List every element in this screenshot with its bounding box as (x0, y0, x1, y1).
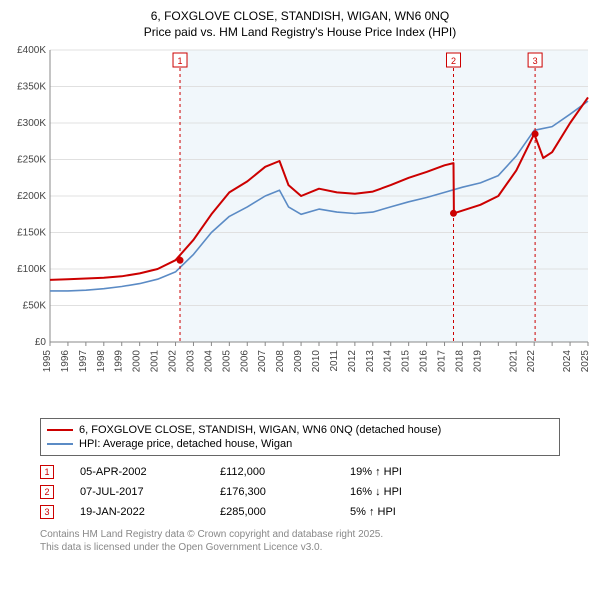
svg-text:2010: 2010 (311, 350, 322, 373)
svg-text:1995: 1995 (42, 350, 53, 373)
svg-text:2004: 2004 (203, 350, 214, 373)
svg-text:2019: 2019 (472, 350, 483, 373)
svg-text:£250K: £250K (17, 155, 46, 166)
sale-marker-badge: 1 (40, 465, 54, 479)
footnote-line: This data is licensed under the Open Gov… (40, 542, 322, 553)
svg-text:2002: 2002 (168, 350, 179, 373)
footnote-line: Contains HM Land Registry data © Crown c… (40, 529, 383, 540)
sale-marker-badge: 3 (40, 505, 54, 519)
svg-text:£50K: £50K (23, 301, 47, 312)
sale-price: £176,300 (220, 486, 350, 498)
svg-text:2007: 2007 (257, 350, 268, 373)
svg-text:2001: 2001 (150, 350, 161, 373)
table-row: 2 07-JUL-2017 £176,300 16% ↓ HPI (40, 482, 590, 502)
sale-price: £285,000 (220, 506, 350, 518)
footnote: Contains HM Land Registry data © Crown c… (40, 528, 590, 554)
table-row: 1 05-APR-2002 £112,000 19% ↑ HPI (40, 462, 590, 482)
svg-text:1: 1 (178, 56, 183, 66)
svg-text:1998: 1998 (96, 350, 107, 373)
chart-container: 6, FOXGLOVE CLOSE, STANDISH, WIGAN, WN6 … (0, 0, 600, 560)
svg-text:2011: 2011 (329, 350, 340, 372)
svg-text:3: 3 (533, 56, 538, 66)
chart-plot: £0 £50K £100K £150K £200K £250K £300K £350K £400… (10, 42, 590, 412)
title-line-2: Price paid vs. HM Land Registry's House … (144, 25, 456, 39)
svg-text:2005: 2005 (221, 350, 232, 373)
sale-date: 05-APR-2002 (80, 466, 220, 478)
chart-title: 6, FOXGLOVE CLOSE, STANDISH, WIGAN, WN6 … (10, 8, 590, 40)
legend-label: 6, FOXGLOVE CLOSE, STANDISH, WIGAN, WN6 … (79, 424, 441, 436)
sale-hpi-diff: 16% ↓ HPI (350, 486, 470, 498)
sale-date: 07-JUL-2017 (80, 486, 220, 498)
svg-text:2017: 2017 (437, 350, 448, 373)
svg-text:£400K: £400K (17, 45, 46, 56)
svg-text:2015: 2015 (401, 350, 412, 373)
svg-text:2025: 2025 (580, 350, 590, 373)
svg-text:1996: 1996 (60, 350, 71, 373)
svg-text:£0: £0 (35, 337, 47, 348)
svg-text:2009: 2009 (293, 350, 304, 373)
svg-text:2024: 2024 (562, 350, 573, 373)
svg-text:£350K: £350K (17, 82, 46, 93)
line-chart-svg: £0 £50K £100K £150K £200K £250K £300K £350K £400… (10, 42, 590, 412)
legend-label: HPI: Average price, detached house, Wiga… (79, 438, 292, 450)
sale-date: 19-JAN-2022 (80, 506, 220, 518)
svg-text:£100K: £100K (17, 264, 46, 275)
svg-text:2: 2 (451, 56, 456, 66)
svg-text:2016: 2016 (419, 350, 430, 373)
svg-text:2013: 2013 (365, 350, 376, 373)
table-row: 3 19-JAN-2022 £285,000 5% ↑ HPI (40, 502, 590, 522)
svg-text:1999: 1999 (114, 350, 125, 373)
sale-hpi-diff: 19% ↑ HPI (350, 466, 470, 478)
svg-text:2003: 2003 (185, 350, 196, 373)
svg-text:£300K: £300K (17, 118, 46, 129)
sale-hpi-diff: 5% ↑ HPI (350, 506, 470, 518)
svg-text:£150K: £150K (17, 228, 46, 239)
svg-text:1997: 1997 (78, 350, 89, 373)
svg-text:2022: 2022 (526, 350, 537, 373)
sale-marker-badge: 2 (40, 485, 54, 499)
svg-text:£200K: £200K (17, 191, 46, 202)
title-line-1: 6, FOXGLOVE CLOSE, STANDISH, WIGAN, WN6 … (151, 9, 450, 23)
svg-text:2014: 2014 (383, 350, 394, 373)
svg-text:2021: 2021 (508, 350, 519, 373)
svg-text:2018: 2018 (454, 350, 465, 373)
legend: 6, FOXGLOVE CLOSE, STANDISH, WIGAN, WN6 … (40, 418, 560, 456)
legend-item: 6, FOXGLOVE CLOSE, STANDISH, WIGAN, WN6 … (47, 423, 553, 437)
sales-table: 1 05-APR-2002 £112,000 19% ↑ HPI 2 07-JU… (40, 462, 590, 522)
legend-swatch (47, 429, 73, 431)
svg-text:2008: 2008 (275, 350, 286, 373)
svg-text:2000: 2000 (132, 350, 143, 373)
svg-text:2012: 2012 (347, 350, 358, 373)
legend-item: HPI: Average price, detached house, Wiga… (47, 437, 553, 451)
legend-swatch (47, 443, 73, 445)
sale-price: £112,000 (220, 466, 350, 478)
svg-text:2006: 2006 (239, 350, 250, 373)
